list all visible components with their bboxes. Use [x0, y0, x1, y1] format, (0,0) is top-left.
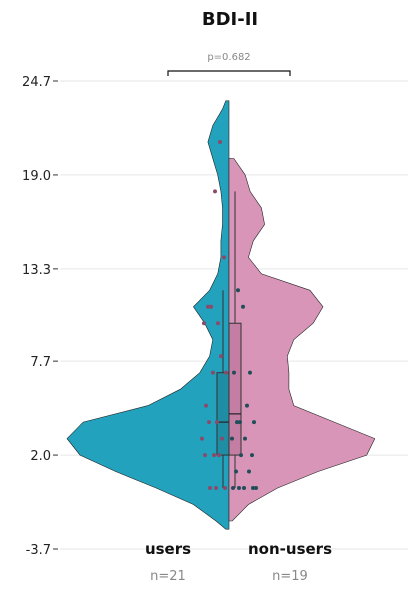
data-point-non-users: [247, 469, 251, 474]
data-point-non-users: [238, 420, 242, 425]
points-users: [200, 139, 228, 491]
data-point-non-users: [248, 370, 252, 375]
data-point-users: [218, 139, 222, 144]
data-point-users: [217, 453, 221, 458]
data-point-users: [207, 420, 211, 425]
y-tick-label: 2.0: [30, 449, 51, 464]
points-non-users: [230, 288, 258, 491]
data-point-users: [203, 453, 207, 458]
violin-non-users: [228, 158, 376, 522]
category-label-users: users: [145, 540, 191, 558]
p-value-label: p=0.682: [207, 52, 250, 63]
data-point-non-users: [239, 453, 243, 458]
data-point-non-users: [252, 420, 256, 425]
data-point-non-users: [245, 403, 249, 408]
data-point-users: [202, 321, 206, 326]
data-point-non-users: [234, 469, 238, 474]
data-point-non-users: [241, 304, 245, 309]
data-point-non-users: [236, 288, 240, 293]
data-point-users: [209, 304, 213, 309]
data-point-users: [222, 255, 226, 260]
data-point-non-users: [250, 453, 254, 458]
data-point-users: [211, 370, 215, 375]
data-point-users: [206, 304, 210, 309]
significance-bracket: p=0.682: [167, 52, 291, 76]
data-point-users: [215, 420, 219, 425]
data-point-users: [204, 403, 208, 408]
data-point-non-users: [232, 370, 236, 375]
data-point-users: [213, 189, 217, 194]
y-tick-label: 24.7: [22, 75, 51, 90]
y-tick-label: 7.7: [30, 355, 51, 370]
data-point-non-users: [230, 436, 234, 441]
data-point-non-users: [242, 486, 246, 491]
data-point-non-users: [237, 486, 241, 491]
data-point-users: [223, 486, 227, 491]
y-tick-label: -3.7: [26, 543, 51, 558]
data-point-non-users: [251, 486, 255, 491]
n-label-non-users: n=19: [272, 569, 308, 584]
box-iqr: [228, 322, 242, 456]
category-label-non-users: non-users: [248, 540, 332, 558]
data-point-non-users: [254, 486, 258, 491]
y-tick-label: 19.0: [22, 169, 51, 184]
violin-users: [66, 100, 230, 530]
chart-title: BDI-II: [202, 9, 258, 30]
data-point-users: [216, 321, 220, 326]
data-point-users: [208, 486, 212, 491]
bracket-line: [167, 70, 291, 76]
y-axis: 24.7 19.0 13.3 7.7 2.0 -3.7: [22, 75, 58, 558]
data-point-users: [220, 436, 224, 441]
data-point-non-users: [231, 486, 235, 491]
box-iqr: [216, 372, 230, 456]
data-point-users: [219, 354, 223, 359]
data-point-non-users: [235, 420, 239, 425]
data-point-users: [200, 436, 204, 441]
box-users: [216, 290, 230, 489]
n-label-users: n=21: [150, 569, 186, 584]
data-point-users: [214, 486, 218, 491]
y-tick-label: 13.3: [22, 263, 51, 278]
data-point-non-users: [243, 436, 247, 441]
data-point-users: [224, 370, 228, 375]
data-point-users: [212, 453, 216, 458]
